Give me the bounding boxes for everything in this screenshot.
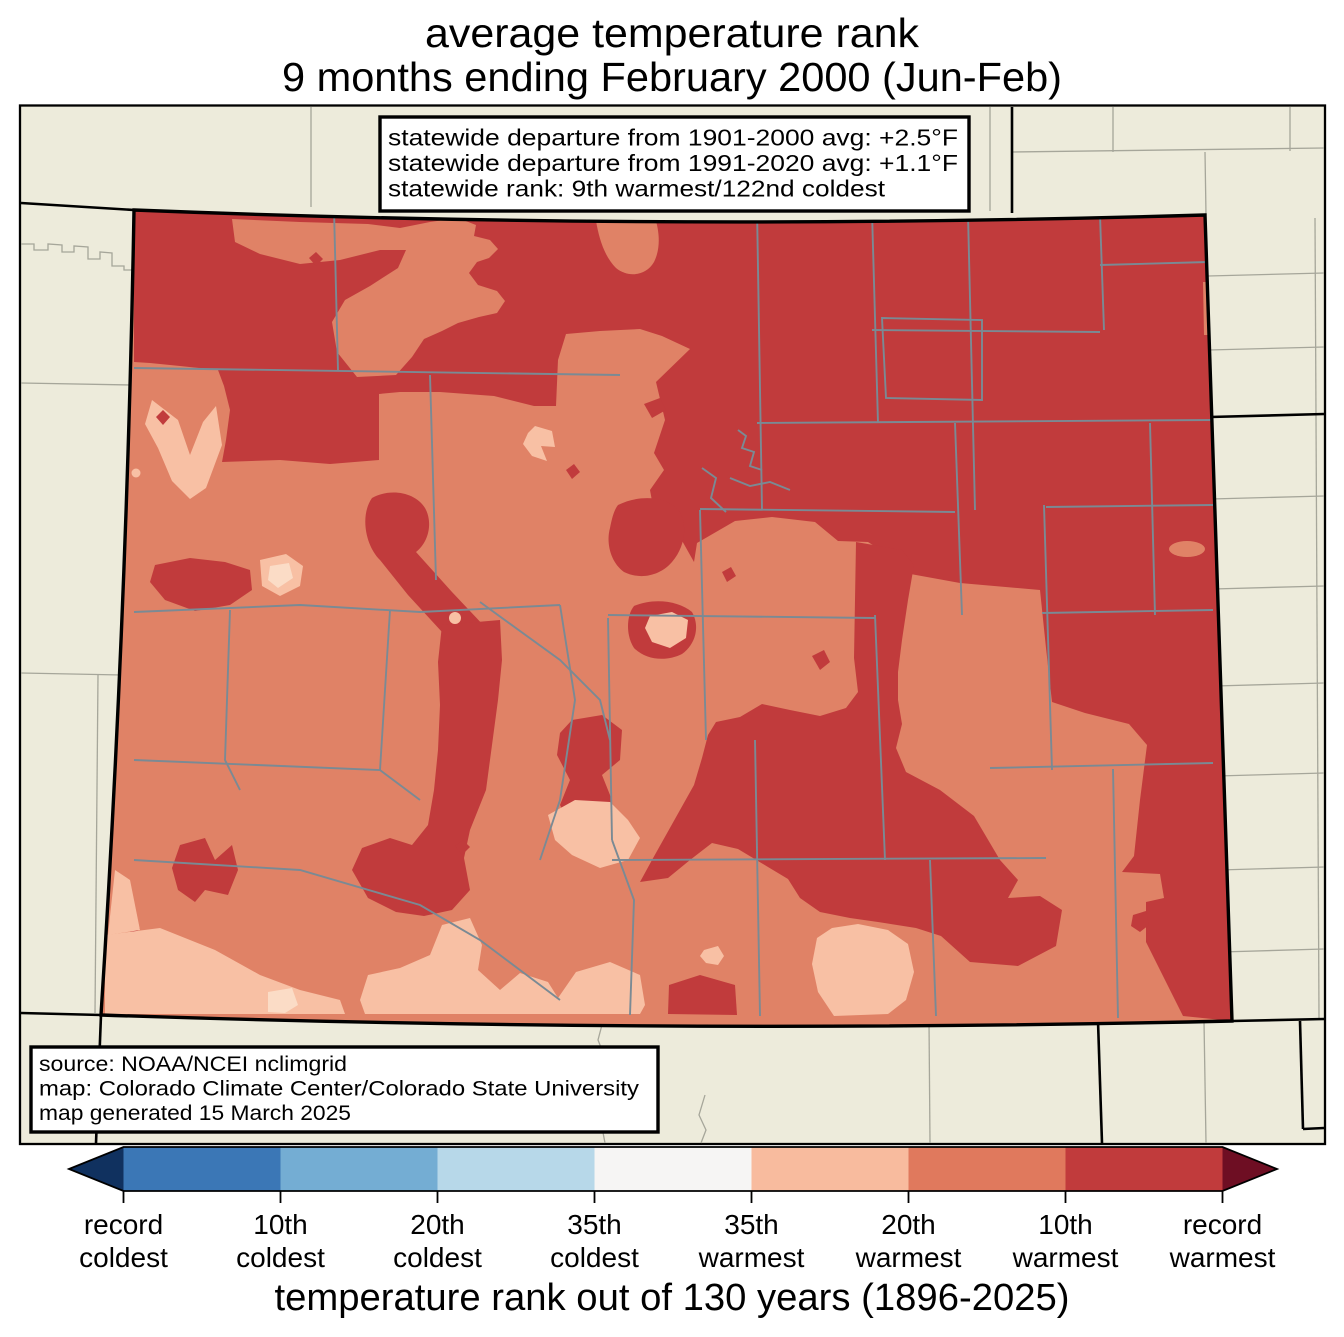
svg-text:statewide departure from 1901-: statewide departure from 1901-2000 avg: …: [388, 125, 958, 151]
svg-text:source: NOAA/NCEI nclimgrid: source: NOAA/NCEI nclimgrid: [39, 1053, 347, 1076]
svg-text:10th: 10th: [253, 1209, 308, 1240]
svg-text:record: record: [1183, 1209, 1262, 1240]
svg-text:warmest: warmest: [1012, 1242, 1119, 1273]
svg-text:map generated 15 March 2025: map generated 15 March 2025: [39, 1102, 351, 1125]
svg-text:warmest: warmest: [1169, 1242, 1276, 1273]
svg-text:average temperature rank: average temperature rank: [425, 10, 920, 56]
svg-text:record: record: [84, 1209, 163, 1240]
svg-text:map: Colorado Climate Center/C: map: Colorado Climate Center/Colorado St…: [39, 1078, 640, 1101]
svg-text:20th: 20th: [881, 1209, 936, 1240]
svg-text:20th: 20th: [410, 1209, 465, 1240]
svg-text:35th: 35th: [724, 1209, 779, 1240]
svg-text:statewide departure from 1991-: statewide departure from 1991-2020 avg: …: [388, 150, 958, 176]
svg-text:coldest: coldest: [393, 1242, 482, 1273]
svg-text:9 months ending February 2000: 9 months ending February 2000 (Jun-Feb): [282, 54, 1062, 100]
svg-text:coldest: coldest: [79, 1242, 168, 1273]
svg-text:warmest: warmest: [855, 1242, 962, 1273]
svg-text:warmest: warmest: [698, 1242, 805, 1273]
svg-text:coldest: coldest: [550, 1242, 639, 1273]
svg-text:35th: 35th: [567, 1209, 622, 1240]
svg-text:statewide rank: 9th warmest/12: statewide rank: 9th warmest/122nd coldes…: [388, 176, 886, 202]
svg-text:coldest: coldest: [236, 1242, 325, 1273]
svg-text:10th: 10th: [1038, 1209, 1093, 1240]
svg-text:temperature rank out of 130 ye: temperature rank out of 130 years (1896-…: [275, 1277, 1070, 1319]
